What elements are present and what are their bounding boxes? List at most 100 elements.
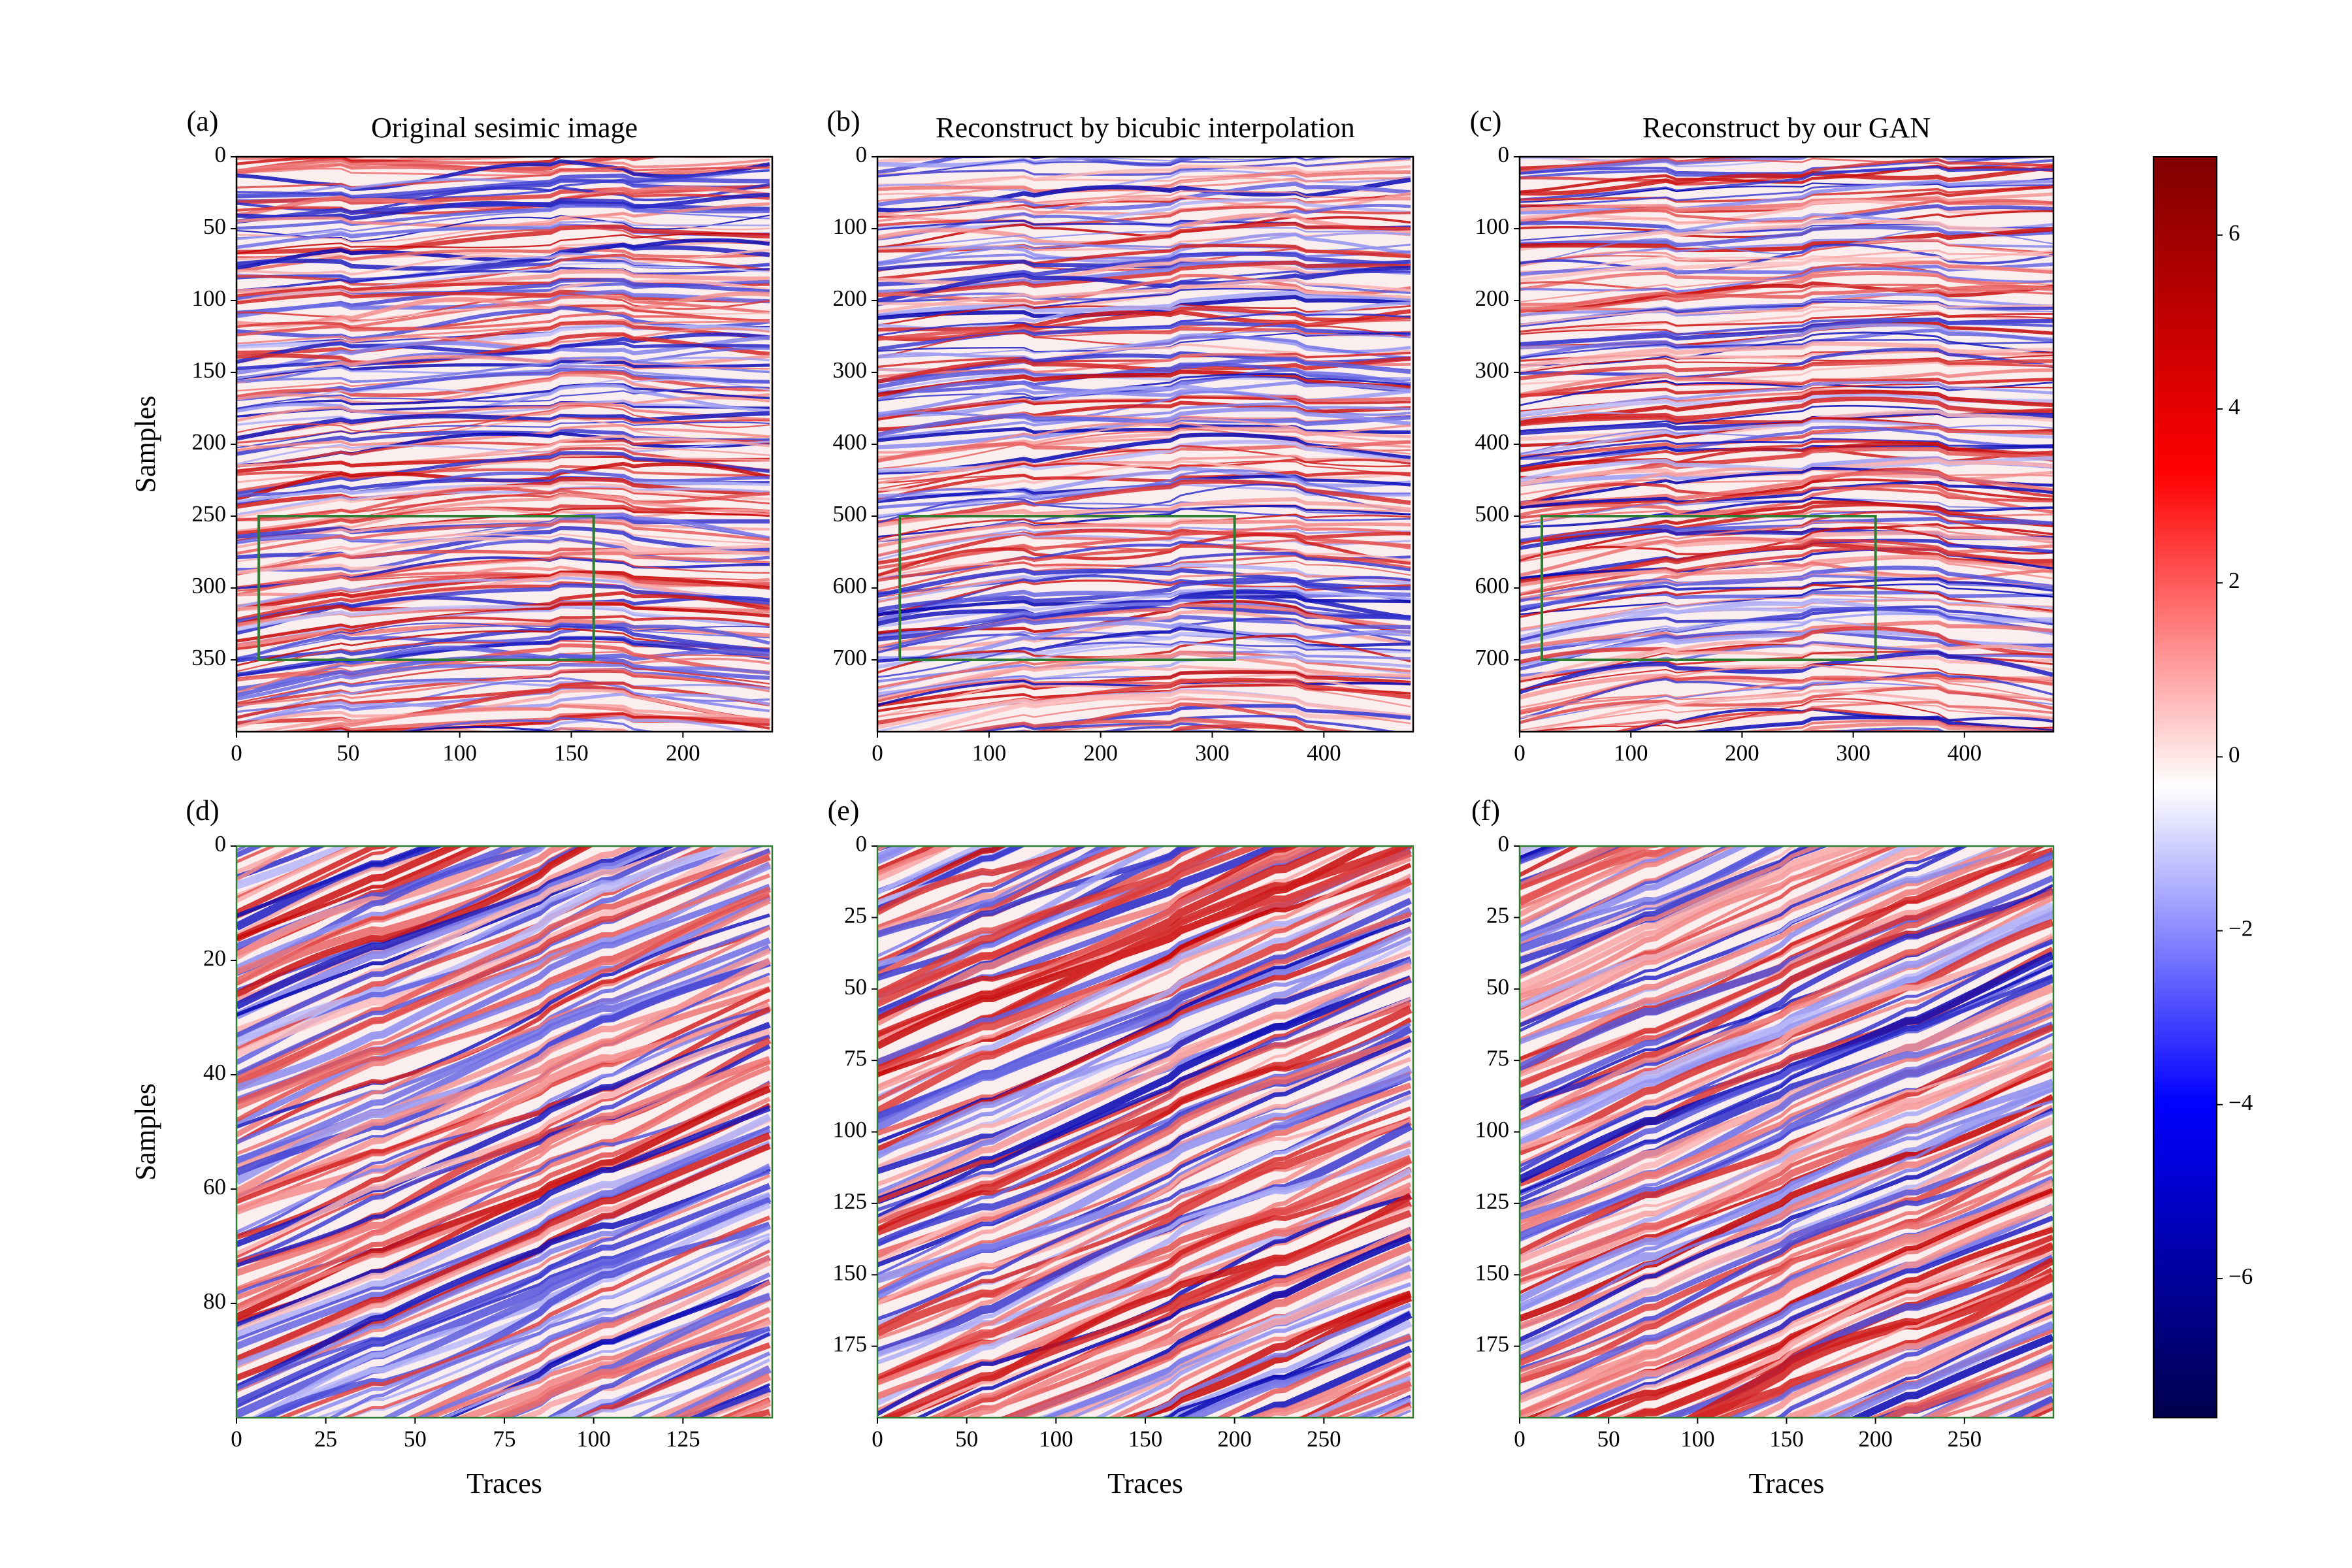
seismic-texture [1520, 354, 2053, 374]
seismic-texture [237, 972, 770, 1199]
seismic-texture [1306, 1379, 1413, 1418]
seismic-texture [579, 1358, 771, 1418]
seismic-texture [1520, 157, 2053, 175]
seismic-texture [877, 182, 1411, 211]
seismic-texture [237, 643, 770, 682]
seismic-texture [237, 622, 770, 662]
seismic-texture [237, 319, 770, 345]
seismic-texture [877, 846, 1306, 1026]
seismic-texture [1738, 719, 2053, 732]
seismic-texture [237, 481, 770, 518]
seismic-texture [1520, 1148, 2053, 1373]
seismic-texture [1098, 722, 1264, 732]
seismic-texture [1520, 165, 2053, 196]
seismic-texture [1520, 199, 2053, 225]
y-tick-label: 200 [833, 286, 868, 311]
seismic-texture [237, 846, 584, 992]
seismic-texture [1520, 557, 2053, 595]
seismic-texture [1524, 689, 2053, 732]
seismic-texture [877, 252, 1411, 287]
y-tick-label: 0 [856, 831, 868, 857]
seismic-texture [629, 1351, 771, 1418]
seismic-texture [877, 846, 1082, 930]
seismic-texture [237, 421, 770, 449]
seismic-texture [1790, 721, 2036, 732]
seismic-texture [237, 440, 770, 465]
seismic-texture [1520, 157, 1713, 158]
seismic-texture [877, 617, 1411, 654]
y-tick-label: 250 [192, 501, 227, 527]
seismic-texture [877, 846, 1203, 978]
colorbar [2153, 156, 2217, 1418]
seismic-texture [877, 157, 1172, 168]
seismic-texture [237, 504, 770, 535]
seismic-texture [1520, 348, 2053, 374]
seismic-texture [877, 479, 1411, 525]
seismic-texture [1520, 284, 2053, 314]
y-tick-label: 600 [1475, 573, 1510, 598]
seismic-texture [1520, 1435, 2053, 1568]
image [1520, 846, 2053, 1568]
seismic-texture [877, 190, 1411, 215]
seismic-texture [237, 1433, 770, 1568]
seismic-texture [877, 1443, 1411, 1568]
seismic-texture [1520, 378, 2053, 399]
seismic-texture [1520, 846, 1635, 890]
seismic-texture [237, 653, 770, 698]
seismic-texture [237, 198, 770, 224]
seismic-texture [1303, 1375, 1412, 1418]
seismic-texture [237, 485, 770, 516]
seismic-texture [237, 846, 363, 904]
seismic-texture [237, 370, 770, 399]
seismic-texture [237, 169, 770, 200]
y-tick-label: 50 [203, 214, 226, 239]
seismic-texture [1520, 846, 1697, 906]
seismic-texture [1784, 1304, 2053, 1418]
seismic-texture [237, 517, 770, 549]
seismic-texture [1520, 677, 2053, 711]
highlight-box [898, 515, 1236, 661]
seismic-texture [1520, 250, 2053, 278]
seismic-texture [237, 512, 770, 545]
x-tick-label: 400 [1307, 740, 1341, 766]
seismic-texture [1520, 437, 2053, 459]
seismic-texture [1520, 902, 2053, 1146]
y-tick-label: 300 [1475, 357, 1510, 383]
x-tick-label: 100 [972, 740, 1007, 766]
seismic-texture [877, 846, 1122, 936]
seismic-texture [1520, 846, 1708, 917]
seismic-texture [1520, 846, 2003, 1042]
seismic-texture [1014, 721, 1303, 732]
seismic-texture [877, 587, 1411, 628]
seismic-texture [1520, 846, 1799, 959]
y-tick-label: 25 [1486, 902, 1509, 928]
seismic-texture [877, 424, 1411, 442]
seismic-texture [314, 1233, 770, 1418]
seismic-texture [1520, 199, 2053, 225]
seismic-texture [406, 1255, 771, 1418]
seismic-texture [877, 630, 1411, 669]
seismic-texture [237, 846, 357, 890]
seismic-texture [1520, 846, 1852, 990]
seismic-texture [1535, 1203, 2053, 1418]
x-tick-label: 75 [493, 1426, 516, 1452]
seismic-texture [1610, 1241, 2053, 1418]
seismic-texture [877, 846, 991, 895]
seismic-texture [237, 602, 770, 643]
y-tick-label: 0 [1498, 142, 1510, 167]
y-tick-label: 0 [1498, 831, 1510, 857]
seismic-texture [1520, 1435, 2053, 1568]
seismic-texture [237, 846, 595, 998]
seismic-texture [1520, 219, 2053, 252]
seismic-texture [237, 1065, 771, 1300]
seismic-texture [877, 846, 1237, 998]
seismic-texture [1933, 1377, 2053, 1418]
seismic-texture [877, 598, 1411, 640]
seismic-texture [237, 895, 771, 1126]
seismic-texture [877, 640, 1411, 678]
x-tick-label: 0 [1514, 740, 1526, 766]
seismic-texture [1520, 165, 2053, 193]
seismic-texture [237, 486, 770, 521]
seismic-texture [237, 1170, 770, 1391]
x-tick-label: 100 [1680, 1426, 1715, 1452]
